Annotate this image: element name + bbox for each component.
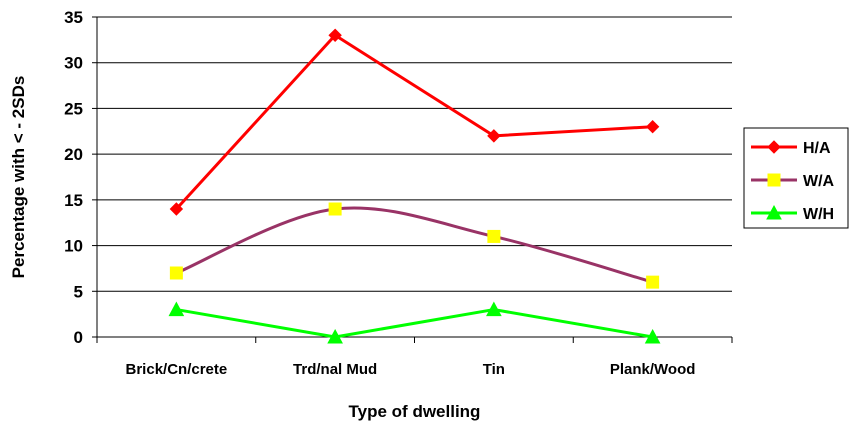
x-tick-label-1: Brick/Cn/crete — [126, 361, 228, 378]
y-tick-label-15: 15 — [64, 191, 83, 210]
legend-item-h-a: H/A — [751, 140, 831, 157]
series-line-w-h — [176, 308, 653, 339]
axes — [92, 16, 733, 343]
y-axis-title: Percentage with < - 2SDs — [9, 76, 28, 279]
y-tick-label-20: 20 — [64, 145, 83, 164]
x-tick-label-4: Plank/Wood — [610, 361, 696, 378]
x-axis-title: Type of dwelling — [349, 402, 481, 421]
series-group — [168, 28, 661, 344]
x-tick-label-2: Trd/nal Mud — [293, 361, 377, 378]
point-w-a-2 — [328, 202, 342, 216]
series-h-a — [169, 28, 660, 216]
point-w-a-3 — [487, 229, 501, 243]
legend-label-w-a: W/A — [803, 173, 835, 190]
series-w-h — [168, 301, 661, 344]
y-tick-label-25: 25 — [64, 99, 83, 118]
legend-marker-w-h — [766, 204, 782, 220]
point-h-a-3 — [487, 129, 501, 143]
legend: H/A W/A W/H — [743, 127, 849, 229]
x-tick-label-3: Tin — [483, 361, 505, 378]
series-w-a — [169, 202, 660, 289]
series-line-w-a — [175, 206, 654, 284]
legend-label-w-h: W/H — [803, 206, 834, 223]
point-w-h-2 — [327, 328, 343, 344]
legend-item-w-h: W/H — [751, 204, 834, 223]
gridlines — [97, 16, 732, 292]
legend-label-h-a: H/A — [803, 140, 831, 157]
point-w-h-1 — [168, 301, 185, 317]
x-tick-labels: Brick/Cn/crete Trd/nal Mud Tin Plank/Wood — [126, 361, 696, 378]
y-tick-labels: 0 5 10 15 20 25 30 35 — [64, 8, 83, 347]
point-w-h-4 — [644, 328, 661, 344]
series-line-h-a — [175, 33, 653, 211]
point-w-a-1 — [169, 266, 183, 280]
y-tick-label-5: 5 — [74, 282, 83, 301]
legend-box — [743, 127, 849, 229]
legend-item-w-a: W/A — [751, 173, 835, 190]
y-tick-label-10: 10 — [64, 237, 83, 256]
point-w-h-3 — [486, 301, 502, 317]
point-h-a-2 — [328, 28, 342, 42]
legend-marker-h-a — [767, 140, 781, 154]
point-h-a-4 — [645, 120, 660, 134]
point-w-a-4 — [646, 275, 660, 289]
y-tick-label-0: 0 — [74, 328, 83, 347]
y-tick-label-35: 35 — [64, 8, 83, 27]
legend-marker-w-a — [767, 173, 781, 187]
point-h-a-1 — [169, 202, 184, 216]
y-tick-label-30: 30 — [64, 54, 83, 73]
